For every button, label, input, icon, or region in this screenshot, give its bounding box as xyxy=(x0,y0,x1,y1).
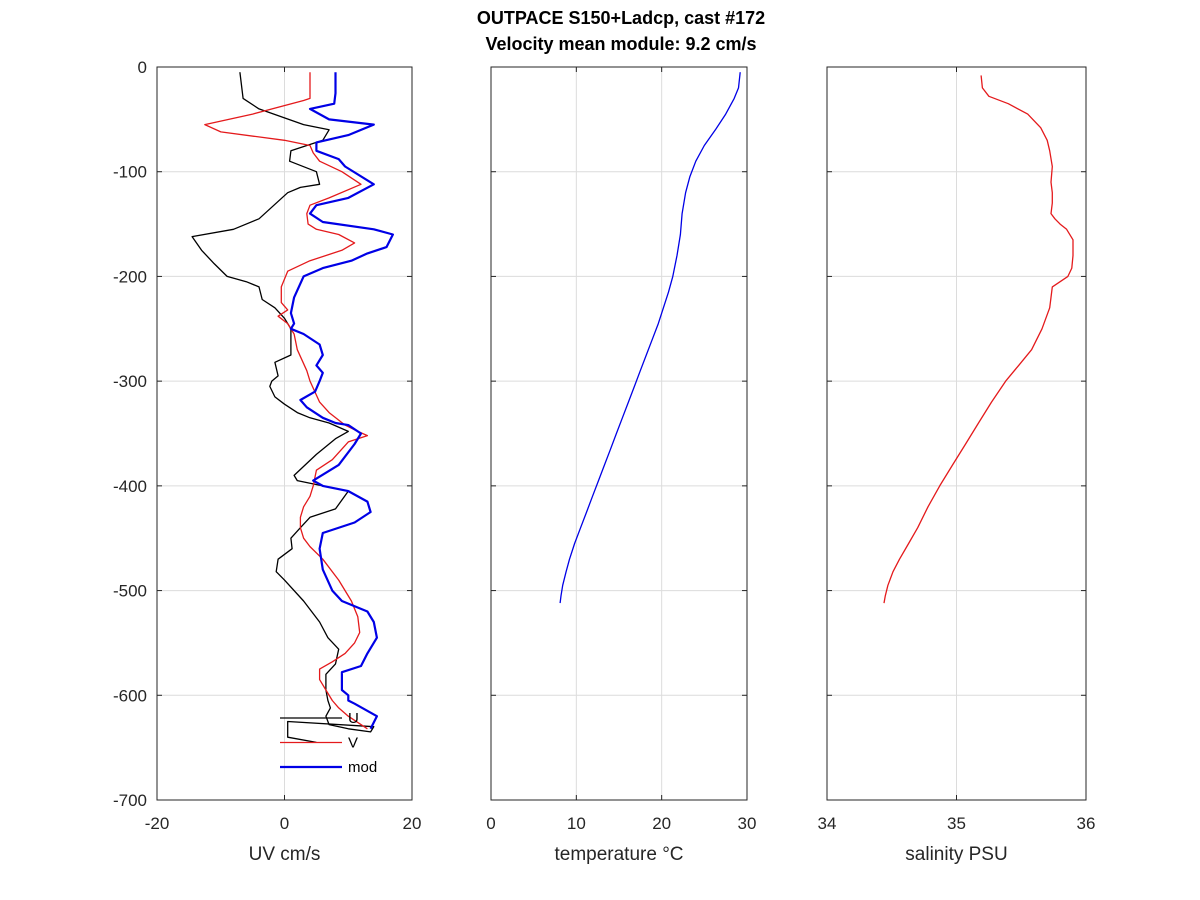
x-tick-label: -20 xyxy=(145,814,170,833)
y-tick-label: -600 xyxy=(113,686,147,705)
y-tick-label: -200 xyxy=(113,267,147,286)
y-tick-label: 0 xyxy=(138,58,147,77)
chart-title-line-2: Velocity mean module: 9.2 cm/s xyxy=(485,34,756,54)
panel-3: 34 35 36 salinity PSU xyxy=(818,66,1096,865)
series-line-mod xyxy=(289,72,394,730)
x-tick-label: 30 xyxy=(738,814,757,833)
plot-background xyxy=(491,67,747,800)
axes-frame xyxy=(490,66,748,801)
x-axis-label: salinity PSU xyxy=(905,844,1007,865)
x-axis-label: UV cm/s xyxy=(249,844,321,865)
x-tick-label: 0 xyxy=(280,814,289,833)
x-tick-label: 36 xyxy=(1077,814,1096,833)
chart-title-line-1: OUTPACE S150+Ladcp, cast #172 xyxy=(477,8,765,28)
legend-label-mod: mod xyxy=(348,759,377,776)
y-tick-label: -400 xyxy=(113,477,147,496)
x-tick-label: 10 xyxy=(567,814,586,833)
y-tick-label: -100 xyxy=(113,163,147,182)
legend-label-U: U xyxy=(348,710,359,727)
x-tick-label: 35 xyxy=(947,814,966,833)
series-line-panel2 xyxy=(559,72,741,604)
x-tick-label: 20 xyxy=(652,814,671,833)
x-tick-label: 20 xyxy=(403,814,422,833)
x-axis-label: temperature °C xyxy=(554,844,683,865)
series-line-V xyxy=(204,72,369,730)
legend-label-V: V xyxy=(348,735,358,752)
y-tick-label: -300 xyxy=(113,372,147,391)
x-tick-label: 0 xyxy=(486,814,495,833)
y-tick-label: -700 xyxy=(113,791,147,810)
x-tick-label: 34 xyxy=(818,814,837,833)
series-line-panel3 xyxy=(883,75,1074,604)
y-tick-label: -500 xyxy=(113,582,147,601)
panel-2: 0 10 20 30 temperature °C xyxy=(486,66,757,865)
series-line-U xyxy=(191,72,375,744)
